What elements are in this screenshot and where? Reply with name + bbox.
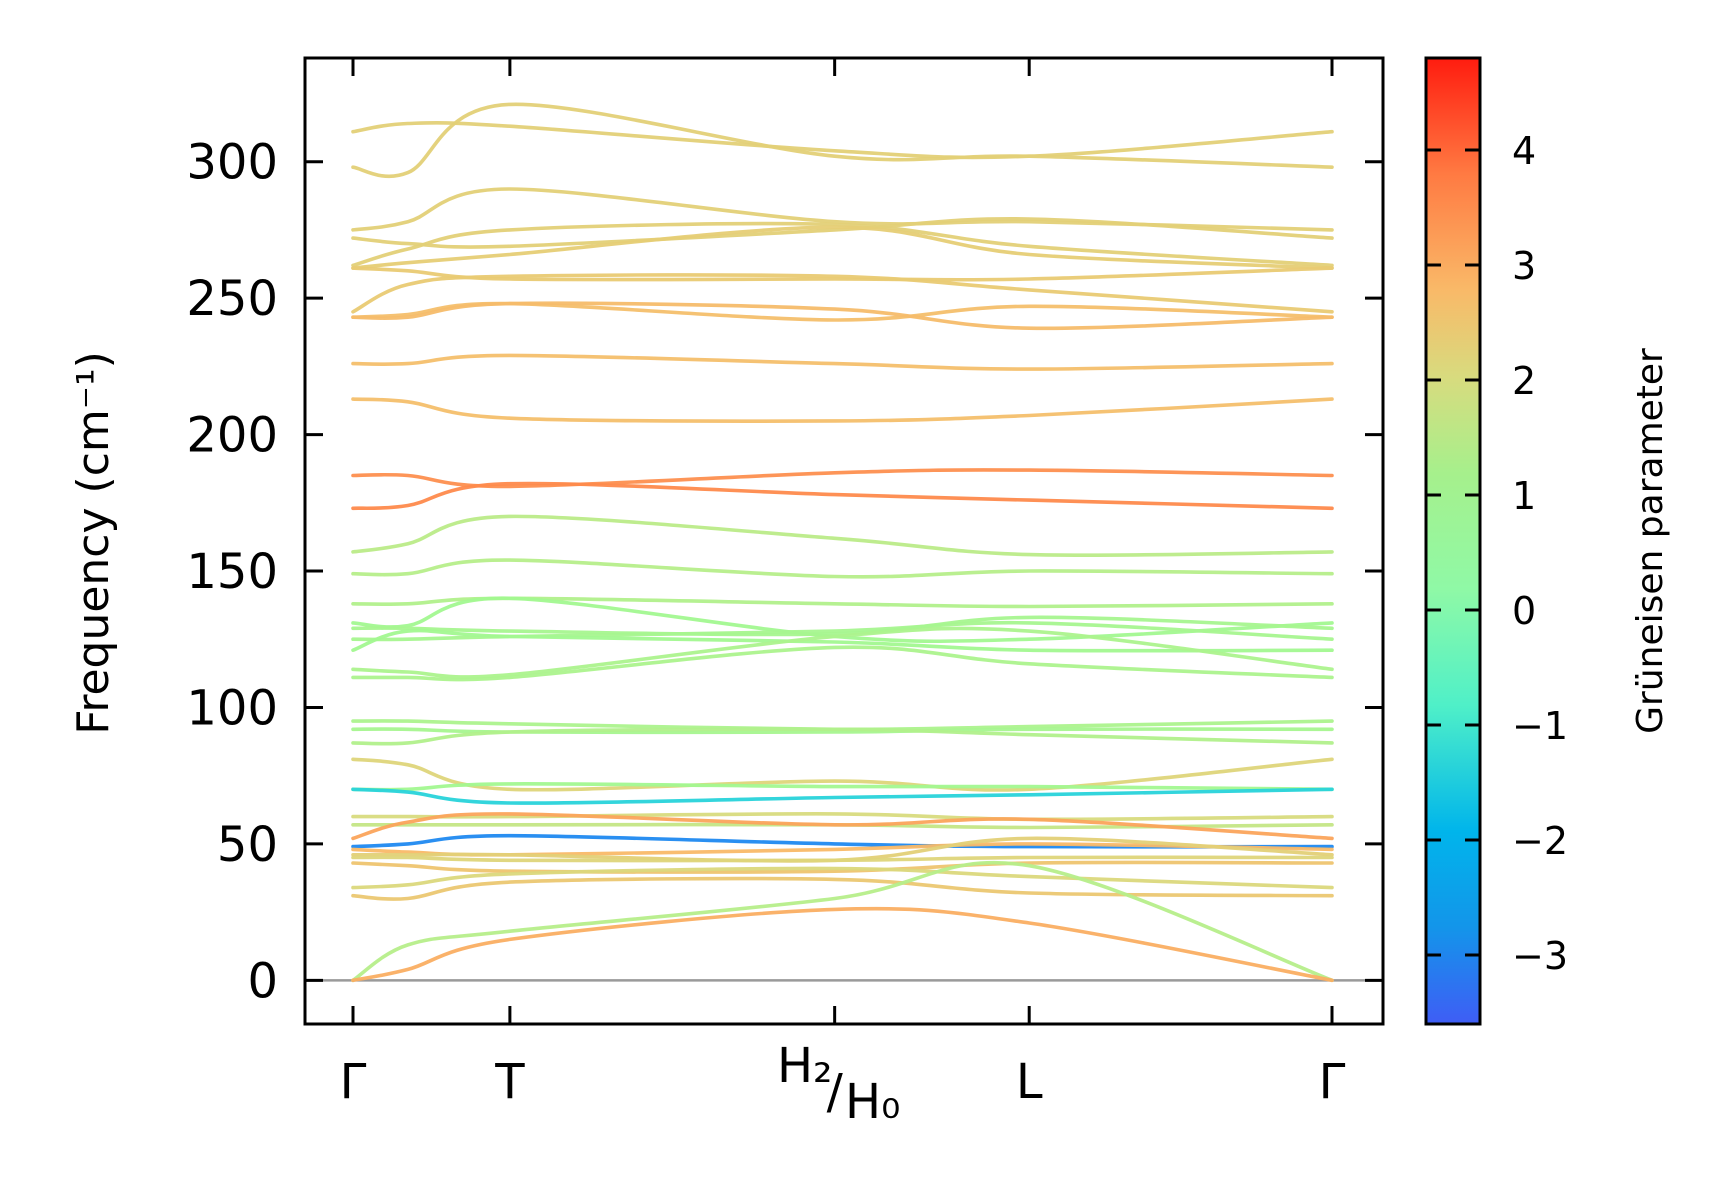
band-line-41	[351, 906, 1334, 983]
band-line-22	[351, 626, 1334, 679]
band-line-19	[351, 615, 1334, 637]
band-line-17	[351, 596, 1334, 609]
colorbar-tick-label: 4	[1512, 129, 1536, 173]
y-tick-label: 0	[247, 953, 278, 1009]
phonon-bands	[351, 102, 1334, 983]
band-line-28	[351, 782, 1334, 792]
band-line-5	[351, 221, 1334, 268]
band-line-27	[351, 757, 1334, 792]
colorbar-tick-label: 2	[1512, 359, 1536, 403]
band-line-1	[351, 120, 1334, 160]
band-line-2	[351, 102, 1334, 179]
x-tick-label-slash: /	[827, 1064, 844, 1120]
band-line-10	[351, 301, 1334, 331]
band-line-26	[351, 727, 1334, 746]
band-line-9	[351, 301, 1334, 322]
band-line-38	[351, 866, 1334, 890]
x-axis: Γ T H₂/H₀ L Γ	[340, 58, 1346, 1130]
x-tick-label-fraction: H₂/H₀	[777, 1038, 900, 1130]
y-tick-label: 50	[217, 817, 278, 873]
band-line-7	[351, 266, 1334, 282]
band-line-36	[351, 855, 1334, 863]
y-tick-label: 200	[186, 408, 278, 464]
band-line-11	[351, 353, 1334, 371]
x-tick-label: T	[494, 1054, 525, 1110]
band-line-20	[351, 620, 1334, 642]
x-tick-label: Γ	[1319, 1054, 1346, 1110]
colorbar-tick-label: −2	[1512, 819, 1568, 863]
band-line-8	[351, 273, 1334, 314]
colorbar-tick-label: −3	[1512, 934, 1568, 978]
band-line-29	[351, 787, 1334, 805]
band-line-30	[351, 812, 1334, 822]
y-axis-label: Frequency (cm⁻¹)	[68, 351, 119, 735]
colorbar: −3 −2 −1 0 1 2 3 4	[1424, 56, 1568, 1026]
band-line-6	[351, 225, 1334, 270]
colorbar-tick-label: 0	[1512, 589, 1536, 633]
band-line-14	[351, 481, 1334, 511]
y-tick-label: 300	[186, 135, 278, 191]
colorbar-label: Grüneisen parameter	[1630, 348, 1671, 734]
plot-frame	[303, 56, 1385, 1026]
band-line-15	[351, 514, 1334, 558]
x-tick-label: L	[1016, 1054, 1043, 1110]
band-line-34	[351, 842, 1334, 857]
band-line-16	[351, 558, 1334, 579]
y-tick-label: 150	[186, 544, 278, 600]
colorbar-tick-label: 1	[1512, 474, 1536, 518]
colorbar-tick-label: −1	[1512, 704, 1568, 748]
band-line-13	[351, 468, 1334, 489]
x-tick-label-numerator: H₂	[777, 1038, 832, 1094]
band-line-32	[351, 812, 1334, 841]
band-line-40	[351, 860, 1334, 983]
band-line-23	[351, 645, 1334, 682]
band-line-12	[351, 397, 1334, 423]
y-axis: 0 50 100 150 200 250 300	[186, 135, 1383, 1009]
colorbar-gradient	[1424, 56, 1482, 1026]
axes	[303, 56, 1385, 1026]
y-tick-label: 250	[186, 271, 278, 327]
band-line-25	[351, 727, 1334, 735]
y-tick-label: 100	[186, 680, 278, 736]
x-tick-label: Γ	[340, 1054, 367, 1110]
band-line-37	[351, 860, 1334, 874]
x-tick-label-denominator: H₀	[845, 1074, 900, 1130]
colorbar-tick-label: 3	[1512, 244, 1536, 288]
